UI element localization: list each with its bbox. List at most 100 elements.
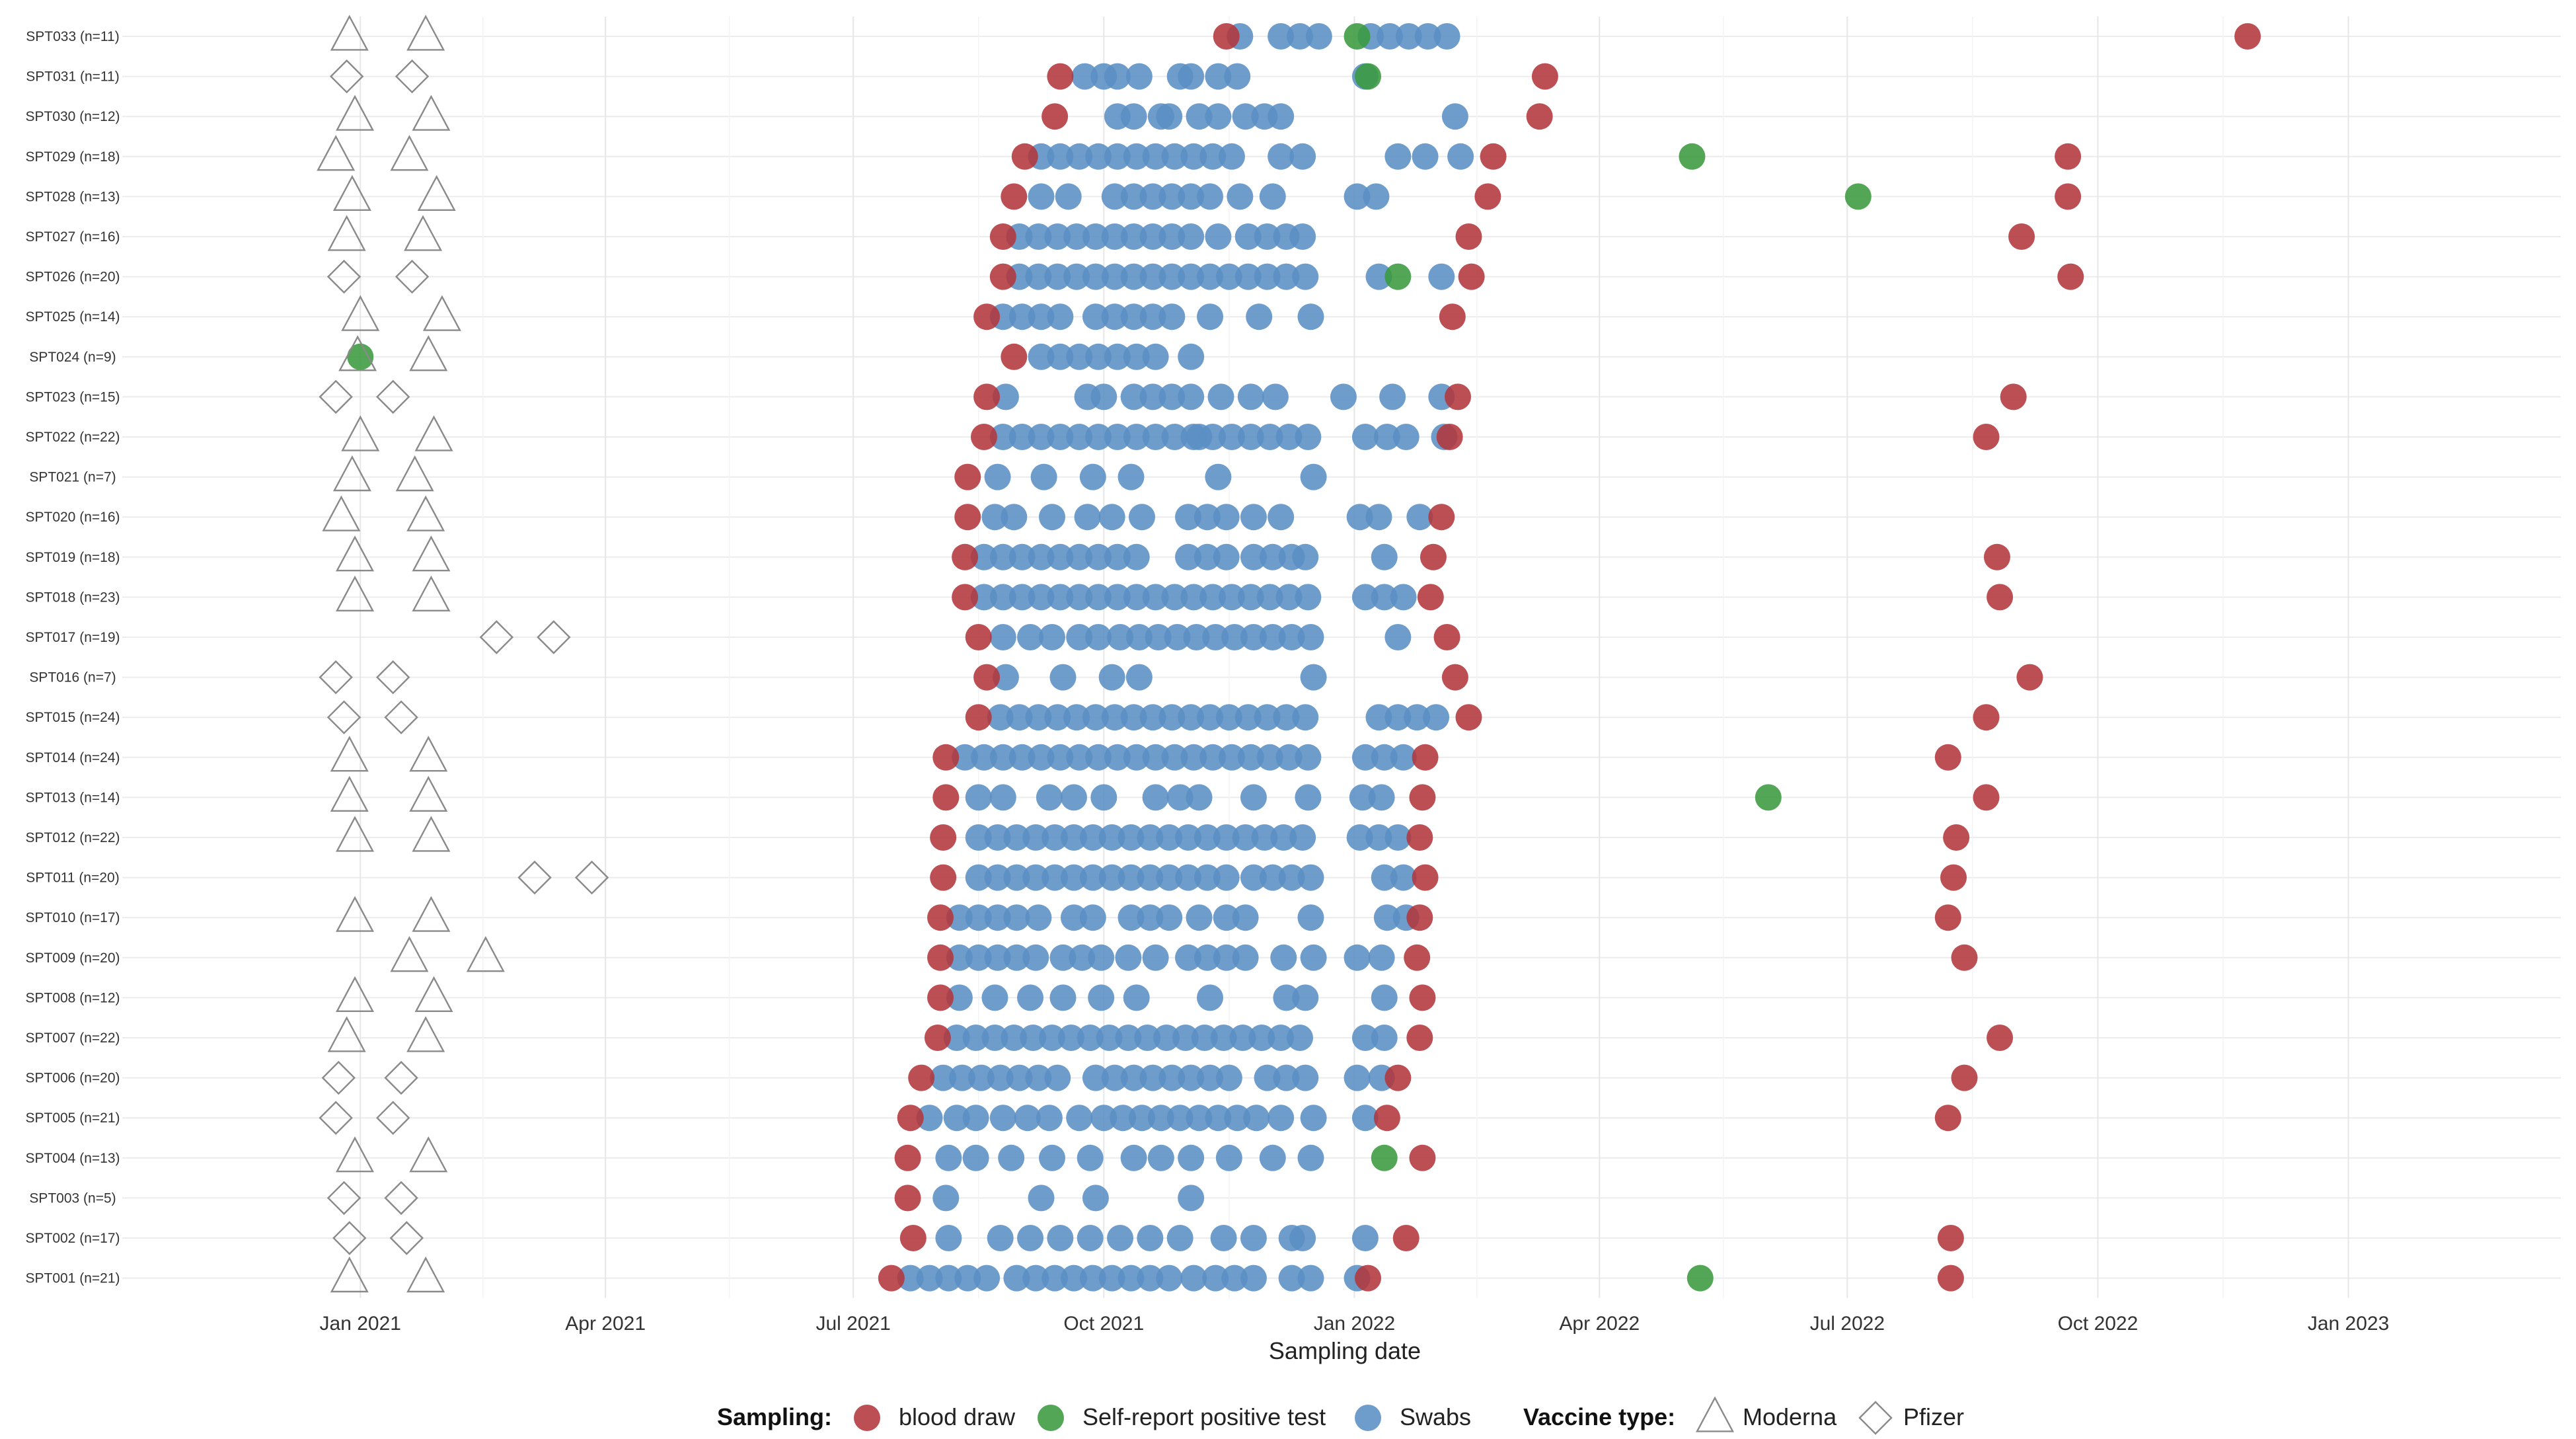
participant-row [317,135,2082,171]
swab-point [1082,263,1109,290]
swab-point [1085,744,1112,771]
swab-point [970,584,997,611]
swab-point [1221,1264,1248,1292]
swab-point [1006,1064,1033,1091]
swab-point [1199,584,1227,611]
swab-point [1180,1264,1207,1292]
swab-point [1139,383,1166,410]
swab-point [1178,1064,1205,1091]
swab-point [1240,543,1267,570]
swab-point [1025,223,1052,250]
blood-draw-point [1373,1105,1400,1132]
swab-point [1101,1064,1128,1091]
swab-point [1175,543,1202,570]
swab-point [967,1064,995,1091]
swab-point [1251,824,1278,851]
swab-point [1079,864,1106,891]
swab-point [1232,904,1259,931]
swab-point [916,1105,943,1132]
blood-draw-point [1417,584,1444,611]
swab-point [1003,1264,1030,1292]
swab-point [1295,584,1322,611]
swab-point [1205,103,1232,130]
x-tick-label: Jan 2023 [2308,1313,2389,1335]
swab-point [1390,584,1417,611]
swab-point [1289,223,1316,250]
swab-point [1180,584,1207,611]
swab-point [1028,303,1055,331]
swab-point [1395,23,1422,50]
swab-point [1351,1025,1379,1051]
swab-point [1156,864,1183,891]
pfizer-dose-marker [319,379,353,414]
swab-point [1082,704,1109,731]
swab-point [1008,584,1036,611]
y-tick-label: SPT004 (n=13) [25,1151,120,1166]
blood-draw-point [954,504,981,531]
swab-point [1270,824,1297,851]
swab-point [1273,1064,1300,1091]
swab-point [1180,143,1207,170]
swab-point [1123,143,1150,170]
swab-point [1199,424,1227,450]
swab-point [1254,704,1281,731]
blood-draw-point [927,904,954,931]
swab-point [1215,1144,1242,1171]
swab-point [1101,704,1128,731]
swab-point [1441,103,1468,130]
swab-point [1025,263,1052,290]
swab-point [1120,303,1147,331]
swab-point [935,1144,962,1171]
y-tick-label: SPT001 (n=21) [25,1271,120,1286]
swab-point [965,824,992,851]
x-axis-tick-labels: Jan 2021 Apr 2021 Jul 2021 Oct 2021 Jan 2022… [320,1313,2390,1335]
participant-row [479,620,1460,654]
swab-point [1085,584,1112,611]
swab-point [1289,1225,1316,1251]
swab-point [1186,784,1213,811]
swab-point [987,704,1014,731]
swab-point [1139,183,1166,210]
swab-point [1205,63,1232,90]
y-tick-label: SPT009 (n=20) [25,951,120,966]
participant-row [332,175,2082,212]
swab-point [987,1064,1014,1091]
swab-point [1028,584,1055,611]
swab-point [989,1105,1016,1132]
swab-point [1300,1105,1327,1132]
swab-point [1297,1264,1324,1292]
swab-point [1090,383,1118,410]
swab-point [1368,944,1395,971]
moderna-dose-marker [406,1016,445,1052]
swab-point [1199,143,1227,170]
swab-point [1042,864,1069,891]
swab-point [1049,664,1077,691]
swab-point [965,864,992,891]
swab-point [1107,624,1134,650]
blood-draw-point [1987,584,2014,611]
swab-point [1101,303,1128,331]
x-tick-label: Oct 2022 [2058,1313,2139,1335]
swab-point [1412,143,1439,170]
legend-title-sampling: Sampling: [717,1403,832,1430]
blood-draw-point [965,704,992,731]
swab-point [946,984,973,1011]
participant-row [322,495,1455,531]
y-axis-labels: SPT033 (n=11) SPT031 (n=11) SPT030 (n=12) S… [25,29,120,1286]
swab-point [1098,504,1125,531]
y-tick-label: SPT021 (n=7) [29,470,116,485]
swab-point [1240,784,1267,811]
y-tick-label: SPT029 (n=18) [25,149,120,165]
swab-point [1120,263,1147,290]
swab-point [1406,504,1433,531]
swab-point [1085,143,1112,170]
swab-point [962,1025,989,1051]
swab-point [1215,263,1242,290]
pfizer-dose-marker [574,860,609,895]
swab-point [1158,223,1186,250]
y-tick-label: SPT025 (n=14) [25,309,120,325]
swab-point [1028,1185,1055,1212]
participant-row [326,1181,1205,1216]
swab-point [1392,424,1420,450]
blood-draw-point [1474,183,1501,210]
